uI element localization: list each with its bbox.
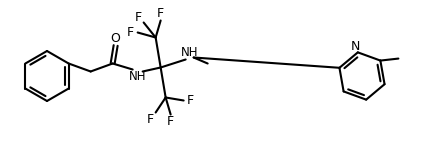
Text: F: F: [135, 11, 142, 24]
Text: F: F: [147, 113, 154, 126]
Text: F: F: [127, 26, 134, 39]
Text: NH: NH: [181, 46, 198, 59]
Text: F: F: [187, 94, 194, 107]
Text: F: F: [167, 115, 174, 128]
Text: O: O: [111, 32, 120, 45]
Text: F: F: [157, 7, 164, 20]
Text: NH: NH: [129, 70, 146, 83]
Text: N: N: [350, 40, 359, 53]
